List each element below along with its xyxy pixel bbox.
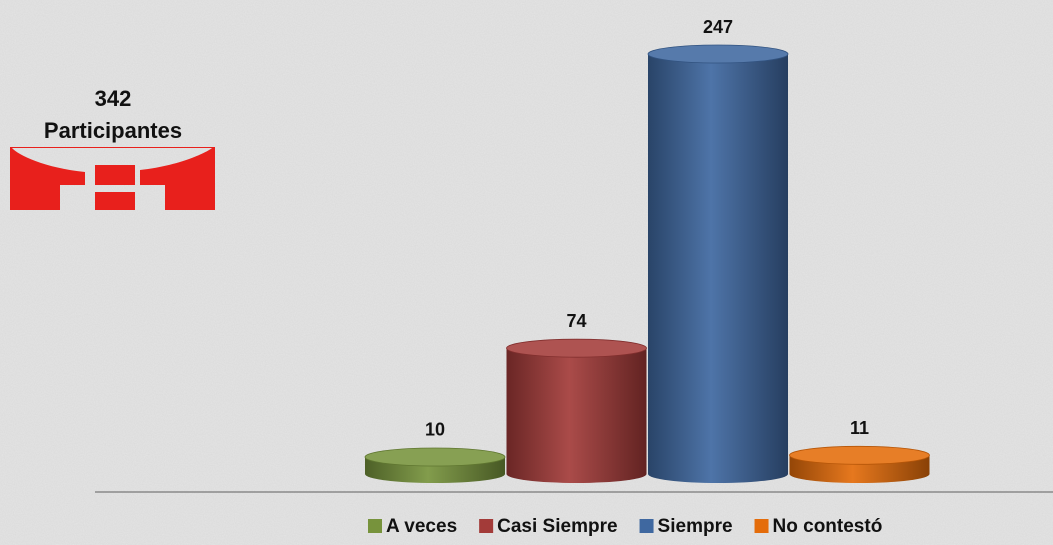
legend-label: A veces bbox=[386, 516, 457, 537]
annotation: 342 bbox=[95, 86, 132, 111]
legend-swatch bbox=[754, 519, 769, 533]
legend-label: Siempre bbox=[658, 516, 733, 537]
logo-shape bbox=[10, 147, 215, 210]
logo bbox=[10, 147, 215, 210]
legend-label: No contestó bbox=[773, 516, 883, 537]
logo-shape bbox=[95, 165, 135, 185]
annotation: Participantes bbox=[44, 118, 182, 143]
data-label: 10 bbox=[425, 420, 445, 440]
bar-top bbox=[364, 447, 506, 467]
data-label: 11 bbox=[850, 418, 869, 438]
bar bbox=[506, 348, 647, 483]
data-label: 74 bbox=[566, 311, 586, 331]
logo-shape bbox=[95, 192, 135, 210]
bar-top bbox=[506, 338, 647, 358]
bar-top bbox=[789, 445, 930, 465]
legend-swatch bbox=[639, 519, 654, 533]
data-label: 247 bbox=[703, 17, 733, 37]
legend-label: Casi Siempre bbox=[497, 516, 617, 537]
bar-top bbox=[647, 44, 789, 64]
bar bbox=[648, 54, 788, 483]
legend-swatch bbox=[368, 519, 382, 533]
legend-swatch bbox=[479, 519, 494, 533]
